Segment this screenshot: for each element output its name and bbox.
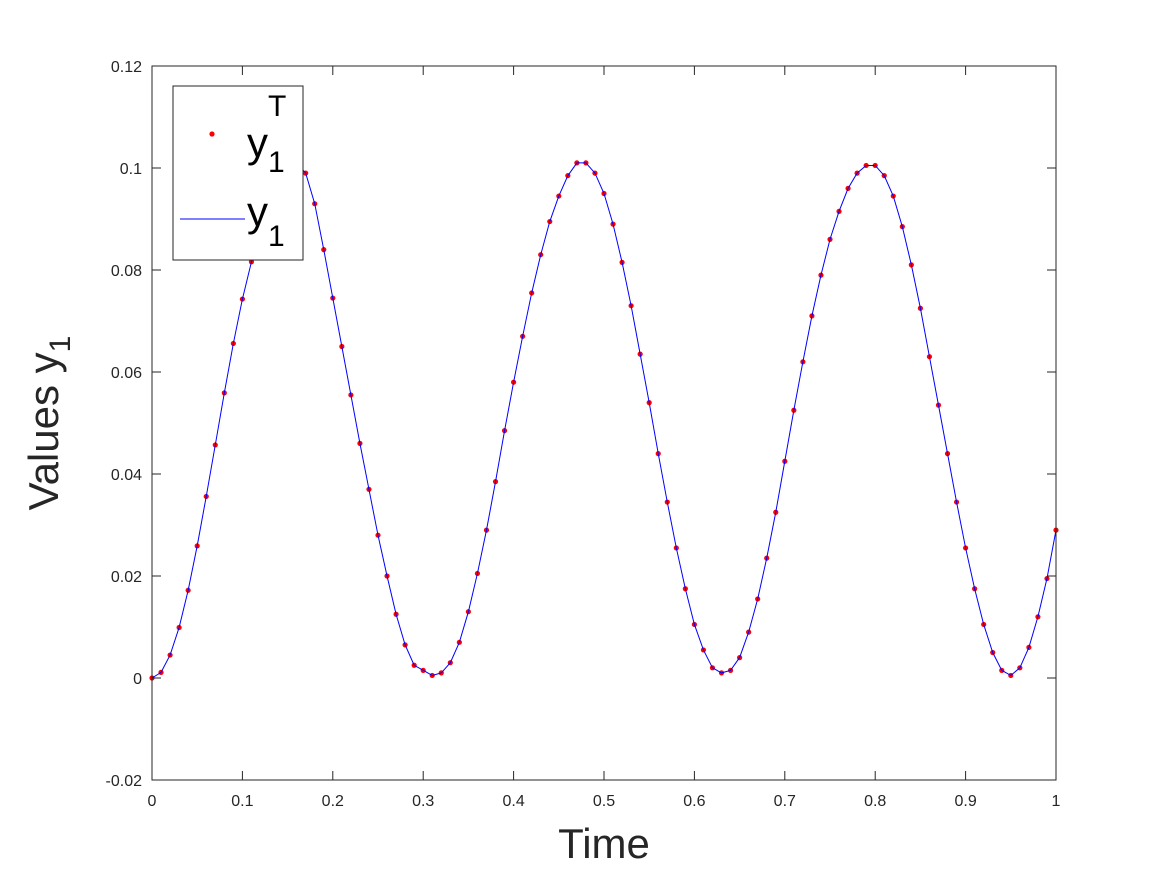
y-tick-label: 0.06 [111, 365, 142, 382]
ticks-layer: 0 0.1 0.2 0.3 0.4 0.5 0.6 0.7 0.8 0.9 1 -0.02 0 0.02 0… [106, 59, 1061, 810]
legend-entry-line-subscript: 1 [268, 220, 285, 253]
x-tick-label: 0.4 [502, 793, 524, 810]
legend-entry-scatter-name: y [247, 119, 268, 166]
legend-entry-line: y1 [247, 188, 285, 253]
y-tick-label: 0.04 [111, 467, 142, 484]
y-axis-label-subscript: 1 [44, 336, 77, 353]
x-tick-label: 0.7 [774, 793, 796, 810]
y-tick-label: 0.12 [111, 59, 142, 76]
y-tick-label: 0.1 [120, 161, 142, 178]
y-axis-label-main: Values y [20, 352, 67, 510]
legend-entry-scatter-subscript: 1 [268, 146, 285, 179]
y-tick-label: 0 [133, 671, 142, 688]
x-tick-label: 0 [148, 793, 157, 810]
y-tick-label: 0.02 [111, 569, 142, 586]
x-tick-label: 0.2 [322, 793, 344, 810]
y-tick-label: -0.02 [106, 773, 143, 790]
x-axis-label: Time [558, 820, 650, 867]
x-tick-label: 0.8 [864, 793, 886, 810]
x-tick-label: 0.6 [683, 793, 705, 810]
x-tick-label: 1 [1052, 793, 1061, 810]
legend: yT 1 y1 [172, 85, 304, 261]
legend-box [172, 85, 304, 261]
x-tick-label: 0.9 [954, 793, 976, 810]
series-layer [149, 160, 1059, 681]
legend-entry-scatter-superscript: T [268, 90, 286, 123]
x-tick-label: 0.3 [412, 793, 434, 810]
legend-marker-scatter [209, 131, 215, 137]
y-tick-label: 0.08 [111, 263, 142, 280]
legend-entry-line-name: y [247, 188, 268, 235]
y-axis-label: Values y1 [20, 336, 77, 511]
x-tick-label: 0.5 [593, 793, 615, 810]
x-tick-label: 0.1 [231, 793, 253, 810]
legend-entry-scatter: yT 1 [247, 90, 286, 179]
